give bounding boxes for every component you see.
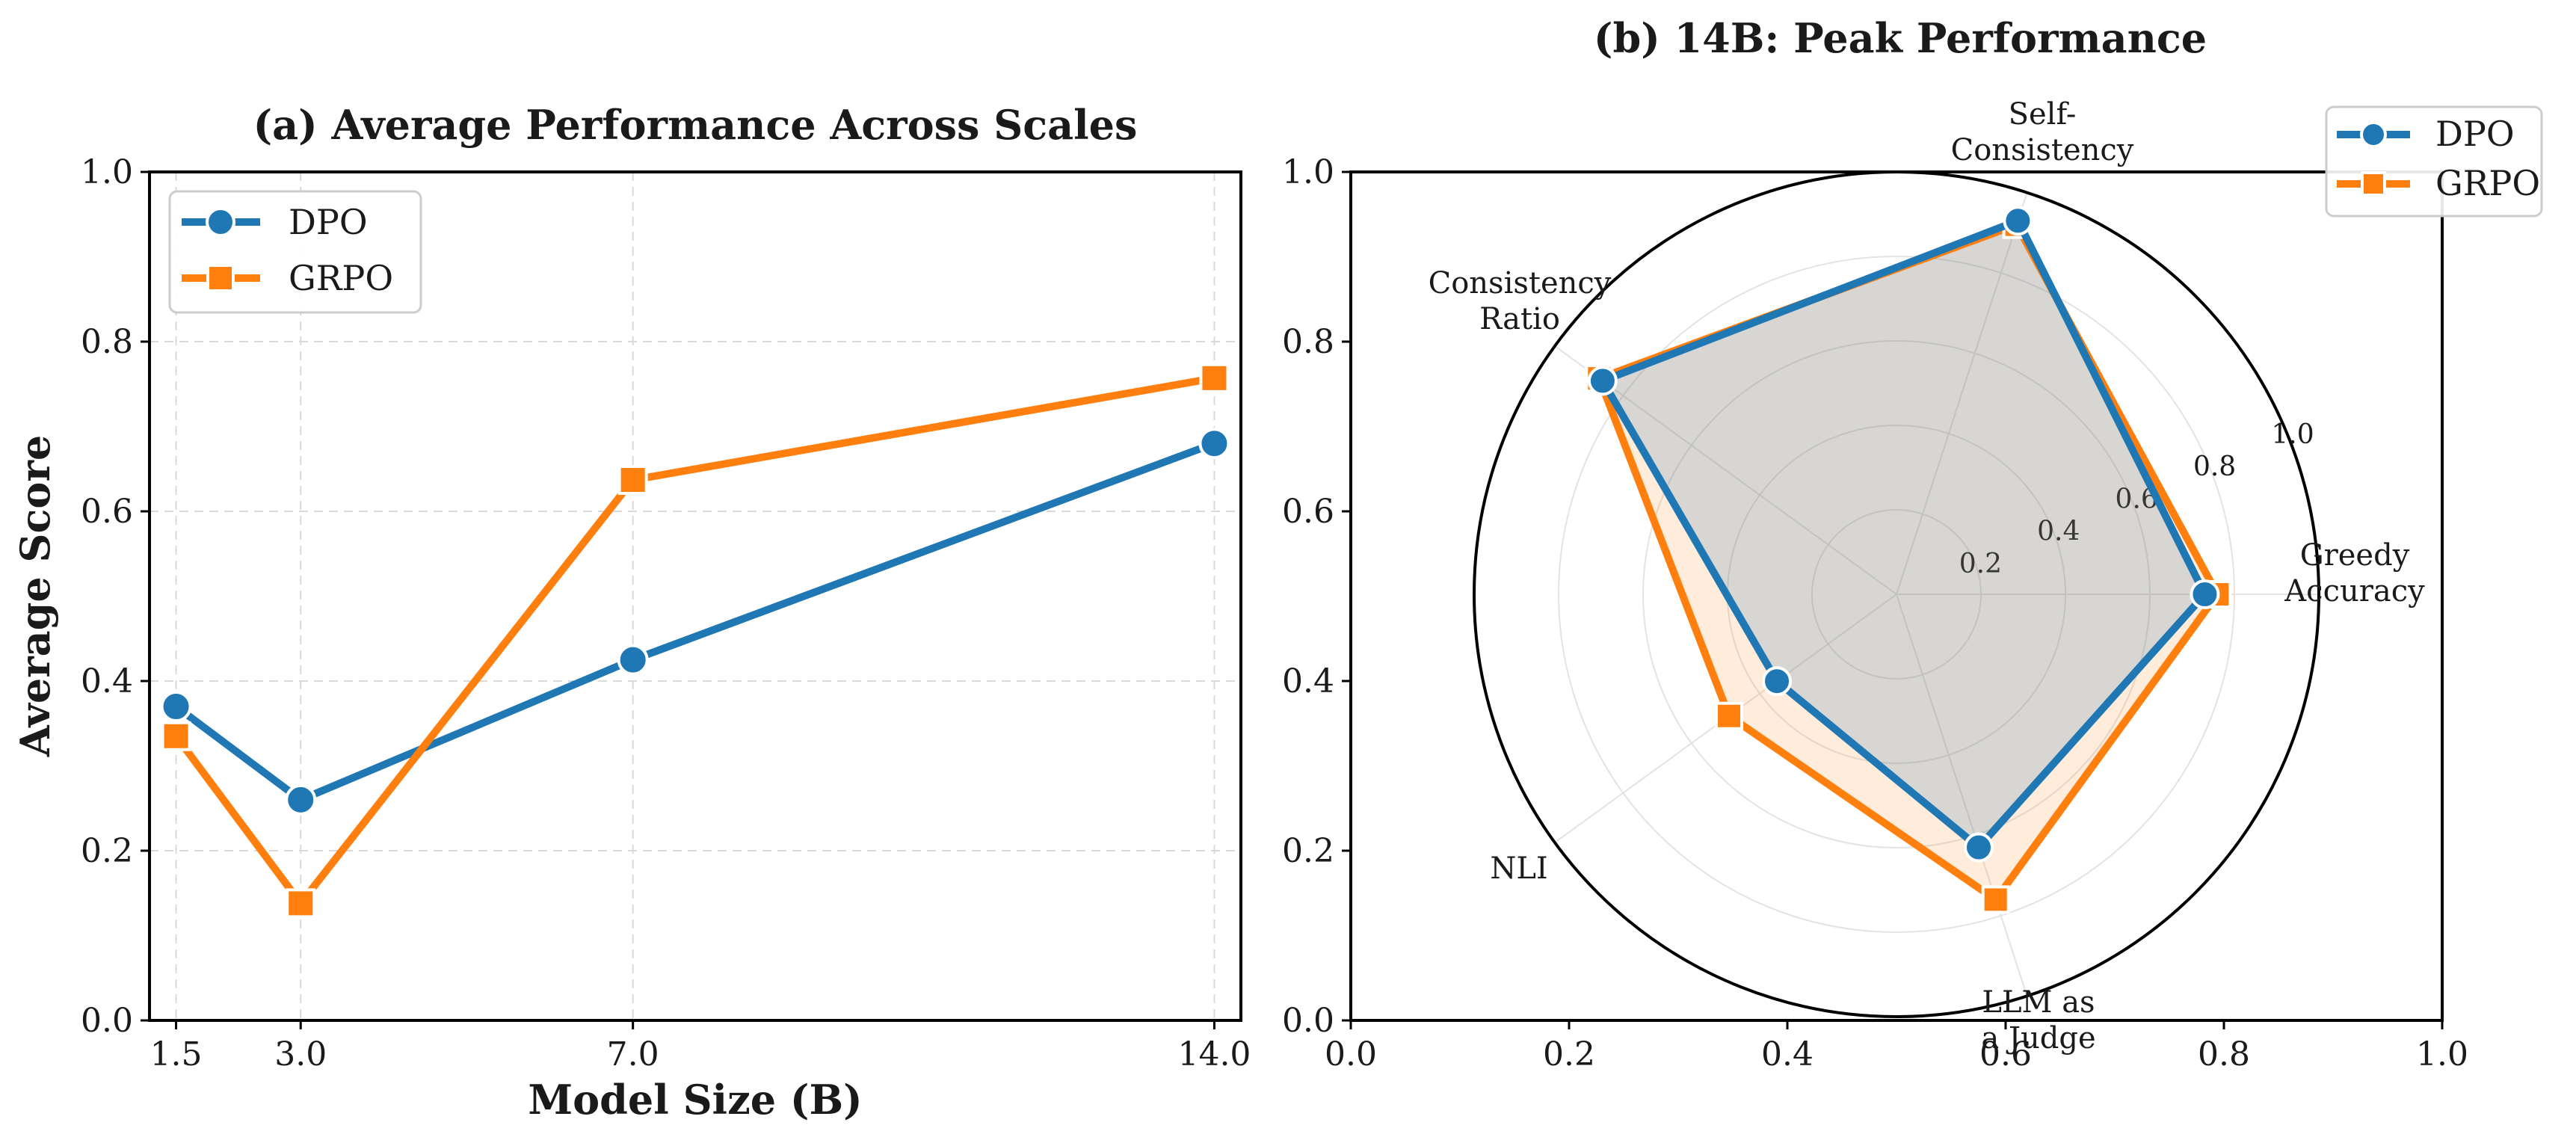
y-tick-label: 0.2	[81, 832, 133, 870]
grpo-point	[617, 465, 648, 496]
radar-radial-tick-label: 0.4	[2037, 517, 2080, 547]
frame-y-tick-label: 0.4	[1282, 662, 1334, 700]
radar-axis-label-line: Self-	[2009, 97, 2077, 132]
panel-a-y-axis-label: Average Score	[11, 435, 59, 758]
dpo-radar-line	[1598, 217, 2209, 851]
radar-spoke	[1896, 192, 2028, 595]
frame-y-tick-label: 0.6	[1282, 493, 1334, 531]
frame-x-tick-label: 0.4	[1761, 1035, 1814, 1073]
radar-radial-tick-label: 0.8	[2193, 452, 2236, 482]
x-tick-label: 3.0	[274, 1035, 327, 1073]
dpo-radar-point	[2003, 206, 2033, 236]
panel-b-legend: DPO GRPO	[2325, 105, 2543, 218]
grpo-point	[161, 721, 191, 751]
grpo-point	[286, 888, 316, 919]
frame-x-tick-label: 0.2	[1543, 1035, 1595, 1073]
radar-axis-label: LLM as a Judge	[1981, 985, 2095, 1056]
panel-b-frame-ticks: 0.0 0.2 0.4 0.6 0.8 1.0 0.0 0.2 0.4 0.6 0.8 1.0	[1282, 153, 2468, 1073]
radar-radial-tick-label: 0.2	[1959, 549, 2002, 579]
radar-axis-label: Greedy Accuracy	[2284, 538, 2425, 609]
x-tick-label: 14.0	[1177, 1035, 1251, 1073]
grpo-radar-point	[1981, 885, 2010, 914]
x-tick-label: 1.5	[150, 1035, 203, 1073]
radar-axis-label: Self-Consistency	[1951, 97, 2134, 167]
y-tick-label: 1.0	[81, 153, 133, 191]
y-tick-label: 0.0	[81, 1002, 133, 1040]
panel-a-series	[160, 363, 1230, 919]
radar-series	[1585, 206, 2232, 914]
radar-radial-tick-label: 1.0	[2271, 419, 2314, 450]
radar-axis-label-line: Accuracy	[2284, 574, 2425, 609]
frame-y-tick-label: 0.8	[1282, 323, 1334, 361]
radar-axis-label: NLI	[1490, 851, 1547, 886]
frame-x-tick-label: 0.8	[2198, 1035, 2250, 1073]
panel-a-title: (a) Average Performance Across Scales	[253, 101, 1138, 149]
radar-axis-label-line: LLM as	[1982, 985, 2095, 1020]
dpo-point	[285, 783, 317, 816]
radar-axis-label-line: a Judge	[1981, 1021, 2095, 1056]
y-tick-label: 0.8	[81, 323, 133, 361]
x-tick-label: 7.0	[607, 1035, 659, 1073]
legend-label-dpo: DPO	[289, 202, 368, 242]
radar-axis-label-line: Greedy	[2300, 538, 2410, 573]
frame-y-tick-label: 0.0	[1282, 1002, 1334, 1040]
legend-label-dpo: DPO	[2435, 114, 2515, 154]
dpo-radar-point	[1587, 366, 1618, 396]
frame-y-tick-label: 0.2	[1282, 832, 1334, 870]
frame-x-tick-label: 1.0	[2416, 1035, 2468, 1073]
dpo-point	[617, 644, 649, 676]
radar-spoke	[1896, 594, 2028, 996]
legend-marker-grpo	[206, 264, 235, 292]
radar-axis-label-line: NLI	[1490, 851, 1547, 886]
legend-marker-dpo	[206, 207, 235, 237]
radar-outer-ring	[1473, 170, 2320, 1018]
radar-axis-label-line: Ratio	[1479, 302, 1560, 336]
legend-label-grpo: GRPO	[2435, 163, 2540, 203]
panel-a-ticks: 0.0 0.2 0.4 0.6 0.8 1.0 1.5 3.0 7.0 14.0	[81, 153, 1251, 1073]
radar-axis-label-line: Consistency	[1429, 266, 1612, 301]
panel-a-frame	[148, 170, 1242, 1022]
dpo-point	[160, 691, 192, 723]
panel-b-title: (b) 14B: Peak Performance	[1594, 14, 2207, 62]
dpo-line	[173, 440, 1216, 804]
radar-labels: Greedy AccuracySelf-ConsistencyConsistenc…	[1429, 97, 2426, 1056]
dpo-radar-fill	[1602, 221, 2205, 848]
frame-x-tick-label: 0.0	[1325, 1035, 1377, 1073]
panel-a-line-chart: (a) Average Performance Across Scales 0.…	[11, 101, 1251, 1124]
legend-marker-grpo	[2361, 171, 2386, 197]
grpo-point	[1199, 363, 1230, 393]
frame-x-tick-label: 0.6	[1979, 1035, 2032, 1073]
panel-a-x-axis-label: Model Size (B)	[528, 1076, 862, 1124]
legend-label-grpo: GRPO	[289, 258, 393, 298]
grpo-radar-point	[1715, 701, 1744, 730]
y-tick-label: 0.6	[81, 493, 133, 531]
dpo-point	[1198, 428, 1230, 460]
frame-y-tick-label: 1.0	[1282, 153, 1334, 191]
legend-marker-dpo	[2360, 121, 2387, 148]
dpo-radar-point	[1762, 666, 1793, 697]
panel-b-radar-chart: (b) 14B: Peak Performance 0.00.20.40.60.…	[1282, 14, 2543, 1073]
radar-axis-label: Consistency Ratio	[1429, 266, 1612, 336]
grpo-line	[173, 374, 1215, 908]
radar-axis-label-line: Consistency	[1951, 133, 2134, 167]
dpo-radar-point	[2190, 579, 2220, 609]
panel-a-legend: DPO GRPO	[168, 190, 422, 314]
dpo-radar-point	[1963, 832, 1994, 863]
y-tick-label: 0.4	[81, 662, 133, 700]
